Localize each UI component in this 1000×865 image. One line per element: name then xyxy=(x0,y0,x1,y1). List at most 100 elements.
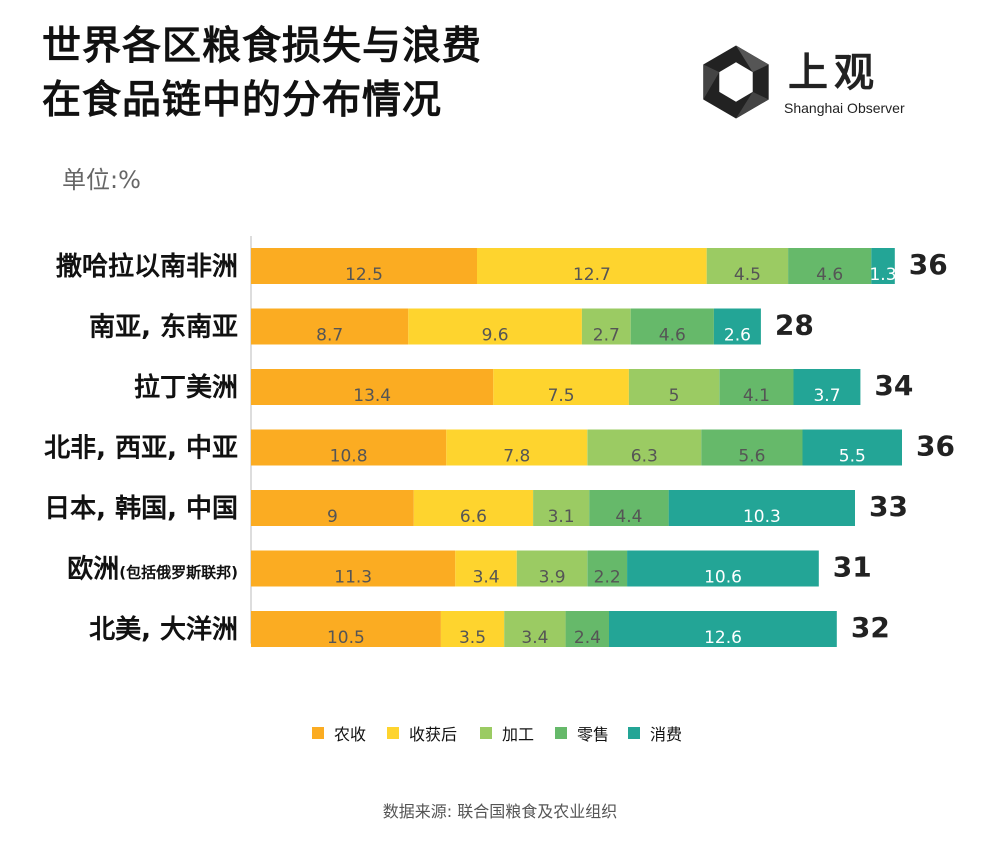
segment-value-label: 11.3 xyxy=(334,568,372,588)
bar-segment xyxy=(609,611,837,647)
logo-chinese-text: 上观 xyxy=(788,49,880,96)
shanghai-observer-logo-icon xyxy=(703,45,769,119)
bar-segment xyxy=(627,550,819,587)
legend-swatch xyxy=(628,727,640,739)
segment-value-label: 10.6 xyxy=(704,568,742,588)
title-line-2: 在食品链中的分布情况 xyxy=(42,78,443,123)
segment-value-label: 5.6 xyxy=(738,447,765,467)
segment-value-label: 2.7 xyxy=(593,326,620,346)
segment-value-label: 4.6 xyxy=(659,326,686,346)
legend-swatch xyxy=(312,727,324,739)
legend-label: 收获后 xyxy=(409,725,458,744)
data-source: 数据来源: 联合国粮食及农业组织 xyxy=(382,802,618,821)
bar-segment xyxy=(719,369,794,405)
category-label: 撒哈拉以南非洲 xyxy=(56,251,238,282)
total-value-label: 28 xyxy=(775,309,814,342)
bar-segment xyxy=(446,429,588,466)
category-label: 日本, 韩国, 中国 xyxy=(44,494,238,524)
legend-swatch xyxy=(387,727,399,739)
segment-value-label: 3.1 xyxy=(548,507,575,527)
segment-value-label: 10.3 xyxy=(743,507,781,527)
legend-item: 零售 xyxy=(555,718,609,748)
segment-value-label: 6.6 xyxy=(460,507,487,527)
category-name: 欧洲 xyxy=(67,554,119,585)
bar-segment xyxy=(477,248,707,284)
total-value-label: 32 xyxy=(851,611,890,644)
legend-swatch xyxy=(555,727,567,739)
bar-segment xyxy=(587,550,628,587)
segment-value-label: 3.4 xyxy=(473,568,500,588)
bar-segment xyxy=(413,490,534,526)
total-value-label: 36 xyxy=(909,248,948,281)
segment-value-label: 9 xyxy=(327,507,338,527)
segment-value-label: 4.6 xyxy=(816,265,843,285)
unit-label: 单位:% xyxy=(62,166,141,194)
bar-segment xyxy=(706,248,789,284)
bar-segment xyxy=(581,308,631,345)
total-value-label: 33 xyxy=(869,490,908,523)
category-name: 北非, 西亚, 中亚 xyxy=(44,434,238,464)
segment-value-label: 7.5 xyxy=(548,386,575,406)
legend-item: 加工 xyxy=(480,718,534,748)
category-note: (包括俄罗斯联邦) xyxy=(119,564,238,582)
legend-swatch xyxy=(480,727,492,739)
category-name: 日本, 韩国, 中国 xyxy=(44,494,238,524)
bar-segment xyxy=(251,490,414,526)
segment-value-label: 3.5 xyxy=(459,628,486,648)
segment-value-label: 8.7 xyxy=(316,326,343,346)
total-value-label: 34 xyxy=(874,369,913,402)
logo: 上观 Shanghai Observer xyxy=(698,44,938,124)
bar-segment xyxy=(713,308,761,345)
bar-segment xyxy=(251,369,494,405)
bar-segment xyxy=(668,490,855,526)
total-value-label: 36 xyxy=(916,430,955,463)
bar-segment xyxy=(251,429,447,466)
category-label: 南亚, 东南亚 xyxy=(89,312,238,343)
category-label: 北非, 西亚, 中亚 xyxy=(44,434,238,464)
bar-segment xyxy=(251,248,477,284)
bar-segment xyxy=(701,429,803,466)
bar-segment xyxy=(251,550,456,587)
bar-segment xyxy=(504,611,566,647)
category-name: 北美, 大洋洲 xyxy=(89,614,238,645)
total-value-label: 31 xyxy=(833,551,872,584)
segment-value-label: 3.7 xyxy=(813,386,840,406)
legend-label: 消费 xyxy=(650,725,683,744)
segment-value-label: 3.9 xyxy=(539,568,566,588)
bar-segment xyxy=(516,550,588,587)
segment-value-label: 12.7 xyxy=(573,265,611,285)
segment-value-label: 4.5 xyxy=(734,265,761,285)
bar-segment xyxy=(802,429,902,466)
bar-segment xyxy=(871,248,895,284)
category-name: 拉丁美洲 xyxy=(134,372,238,403)
category-label: 拉丁美洲 xyxy=(134,372,238,403)
title-line-1: 世界各区粮食损失与浪费 xyxy=(42,24,483,69)
bar-segment xyxy=(628,369,720,405)
category-label: 欧洲(包括俄罗斯联邦) xyxy=(67,554,238,585)
legend-item: 农收 xyxy=(312,718,366,748)
stacked-bar-chart: 撒哈拉以南非洲 12.5 12.7 4.5 4.6 1.3 36 南亚, 东南亚 8.7 9.6 2… xyxy=(44,236,955,648)
segment-value-label: 5.5 xyxy=(839,447,866,467)
segment-value-label: 2.4 xyxy=(574,628,601,648)
segment-value-label: 6.3 xyxy=(631,447,658,467)
segment-value-label: 12.5 xyxy=(345,265,383,285)
legend-label: 农收 xyxy=(334,725,367,744)
segment-value-label: 13.4 xyxy=(353,386,391,406)
bar-segment xyxy=(589,490,669,526)
bar-segment xyxy=(251,308,409,345)
bar-segment xyxy=(440,611,505,647)
segment-value-label: 5 xyxy=(669,386,680,406)
chart-legend: 农收 收获后 加工 零售 消费 xyxy=(0,718,1000,748)
segment-value-label: 9.6 xyxy=(482,326,509,346)
bar-segment xyxy=(455,550,517,587)
bar-segment xyxy=(587,429,702,466)
bar-segment xyxy=(493,369,629,405)
bar-segment xyxy=(565,611,609,647)
segment-value-label: 3.4 xyxy=(521,628,548,648)
segment-value-label: 4.4 xyxy=(615,507,642,527)
bar-segment xyxy=(533,490,590,526)
logo-english-text: Shanghai Observer xyxy=(784,100,905,116)
segment-value-label: 2.6 xyxy=(724,326,751,346)
chart-title: 世界各区粮食损失与浪费 在食品链中的分布情况 xyxy=(42,20,482,128)
bar-segment xyxy=(251,611,441,647)
